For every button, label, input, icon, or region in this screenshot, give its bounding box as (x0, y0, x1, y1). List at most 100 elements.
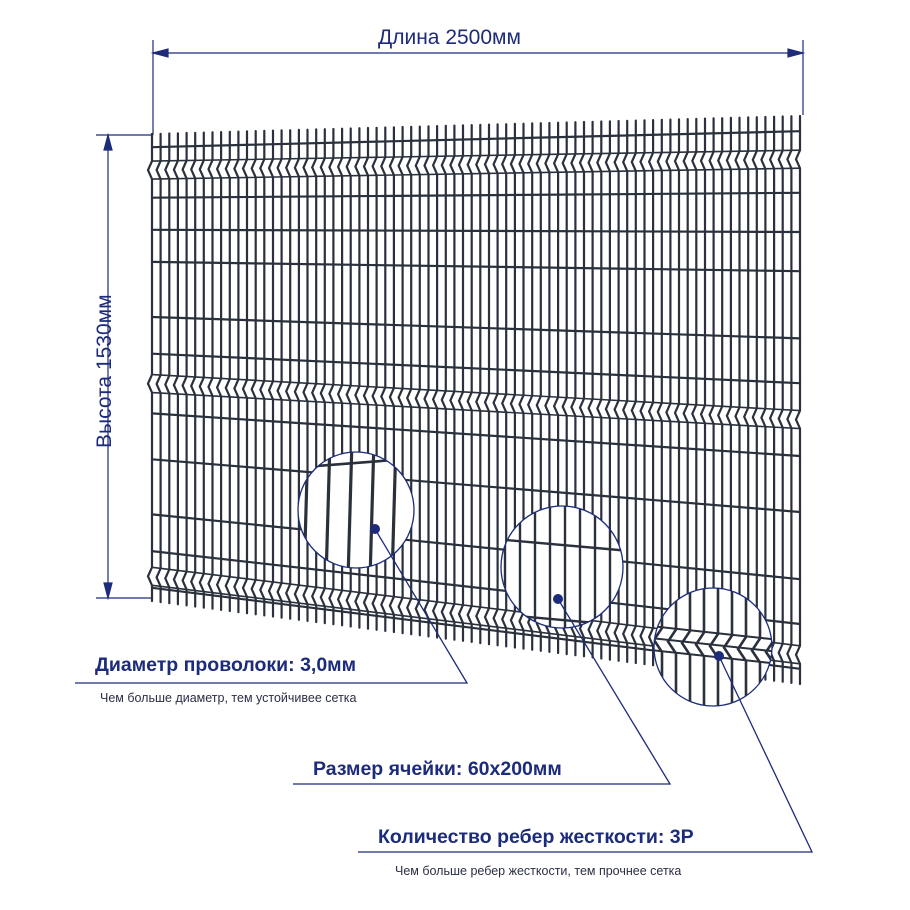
vertical-wire (786, 115, 793, 684)
vertical-wire (397, 125, 404, 635)
vertical-wire (284, 129, 292, 620)
horizontal-wire (150, 130, 802, 149)
zoomed-vertical-wire (368, 452, 376, 568)
stiffening-ribs-title: Количество ребер жесткости: 3Р (378, 826, 694, 848)
zoomed-rib-bend (722, 588, 734, 706)
vertical-wire (259, 129, 266, 617)
horizontal-wire (150, 513, 802, 581)
fence-mesh-panel (146, 114, 802, 686)
vertical-wire (362, 126, 370, 630)
vertical-wire (492, 123, 499, 647)
vertical-wire (164, 132, 171, 605)
leader-line-stiffening-ribs (358, 655, 814, 853)
horizontal-wire (150, 315, 802, 340)
vertical-wire (449, 124, 456, 641)
vertical-wire (665, 118, 672, 669)
vertical-wire (457, 124, 465, 642)
vertical-wire (146, 132, 154, 603)
vertical-wire (293, 128, 300, 621)
wire-diameter-note: Чем больше диаметр, тем устойчивее сетка (100, 691, 357, 705)
vertical-wire (155, 132, 162, 604)
length-dimension-line (150, 40, 806, 135)
vertical-wire (483, 123, 491, 646)
vertical-wire (639, 119, 646, 666)
vertical-wire (198, 131, 205, 609)
vertical-wire (751, 116, 758, 680)
vertical-wire (578, 120, 586, 658)
vertical-wire (509, 122, 516, 649)
zoomed-rib-bend (680, 588, 692, 706)
vertical-wire (742, 116, 750, 679)
vertical-wire (241, 130, 249, 615)
zoomed-vertical-wire (324, 452, 332, 568)
vertical-wire (682, 118, 689, 671)
vertical-wire (405, 125, 413, 636)
vertical-wire (310, 128, 318, 624)
vertical-wire (224, 130, 231, 613)
cell-size-title: Размер ячейки: 60х200мм (313, 758, 562, 780)
vertical-wire (181, 131, 188, 607)
vertical-wire (768, 115, 776, 682)
vertical-wire (371, 126, 378, 631)
vertical-wire (630, 119, 637, 665)
vertical-wire (345, 127, 352, 628)
vertical-wire (319, 128, 326, 625)
vertical-wire (302, 128, 309, 622)
zoomed-rib-bend (736, 588, 748, 706)
vertical-wire (354, 127, 361, 629)
vertical-wire (691, 117, 698, 672)
vertical-wire (656, 118, 663, 668)
zoomed-rib-bend (708, 588, 720, 706)
zoomed-rib-bend (750, 588, 762, 706)
zoomed-rib-bend (694, 588, 706, 706)
horizontal-wire (150, 228, 802, 234)
zoomed-rib-bend (666, 588, 678, 706)
horizontal-wire (150, 412, 802, 458)
wire-diameter-title: Диаметр проволоки: 3,0мм (95, 654, 357, 676)
vertical-wire (500, 123, 508, 648)
vertical-wire (596, 120, 603, 660)
vertical-wire (172, 132, 179, 606)
magnifier-wire-diameter (297, 451, 415, 569)
vertical-wire (587, 120, 594, 659)
horizontal-wire (150, 191, 802, 199)
vertical-wire (544, 121, 551, 653)
vertical-wire (552, 121, 560, 655)
vertical-wire (526, 122, 534, 651)
vertical-wire (613, 119, 620, 662)
vertical-wire (423, 125, 430, 638)
zoomed-rib-wire (654, 637, 772, 653)
vertical-wire (535, 122, 542, 652)
vertical-wire (440, 124, 447, 640)
vertical-wire (431, 125, 439, 639)
vertical-wire (233, 130, 240, 614)
rib-wire (151, 391, 801, 430)
vertical-wire (794, 114, 802, 686)
vertical-wire (604, 120, 611, 661)
vertical-wire (267, 129, 275, 618)
horizontal-wire (150, 260, 802, 273)
zoomed-rib-bend (764, 588, 772, 706)
magnifier-stiffening-ribs (653, 587, 773, 707)
rib-wire (151, 167, 801, 180)
vertical-wire (207, 131, 214, 610)
rib-wire (151, 373, 801, 412)
height-label: Высота 1530мм (93, 294, 116, 448)
height-dimension-line (96, 132, 153, 601)
vertical-wire (276, 129, 283, 619)
leader-line-cell-size (293, 598, 672, 785)
vertical-wire (466, 124, 473, 643)
vertical-wire (570, 121, 577, 657)
vertical-wire (215, 131, 223, 611)
zoomed-rib-wire (654, 625, 772, 641)
vertical-wire (475, 123, 482, 645)
vertical-wire (189, 131, 197, 608)
horizontal-wire (150, 458, 802, 514)
vertical-wire (518, 122, 525, 650)
vertical-wire (414, 125, 421, 637)
vertical-wire (388, 126, 395, 634)
horizontal-wire (150, 352, 802, 385)
vertical-wire (250, 130, 257, 616)
vertical-wire (621, 119, 629, 663)
